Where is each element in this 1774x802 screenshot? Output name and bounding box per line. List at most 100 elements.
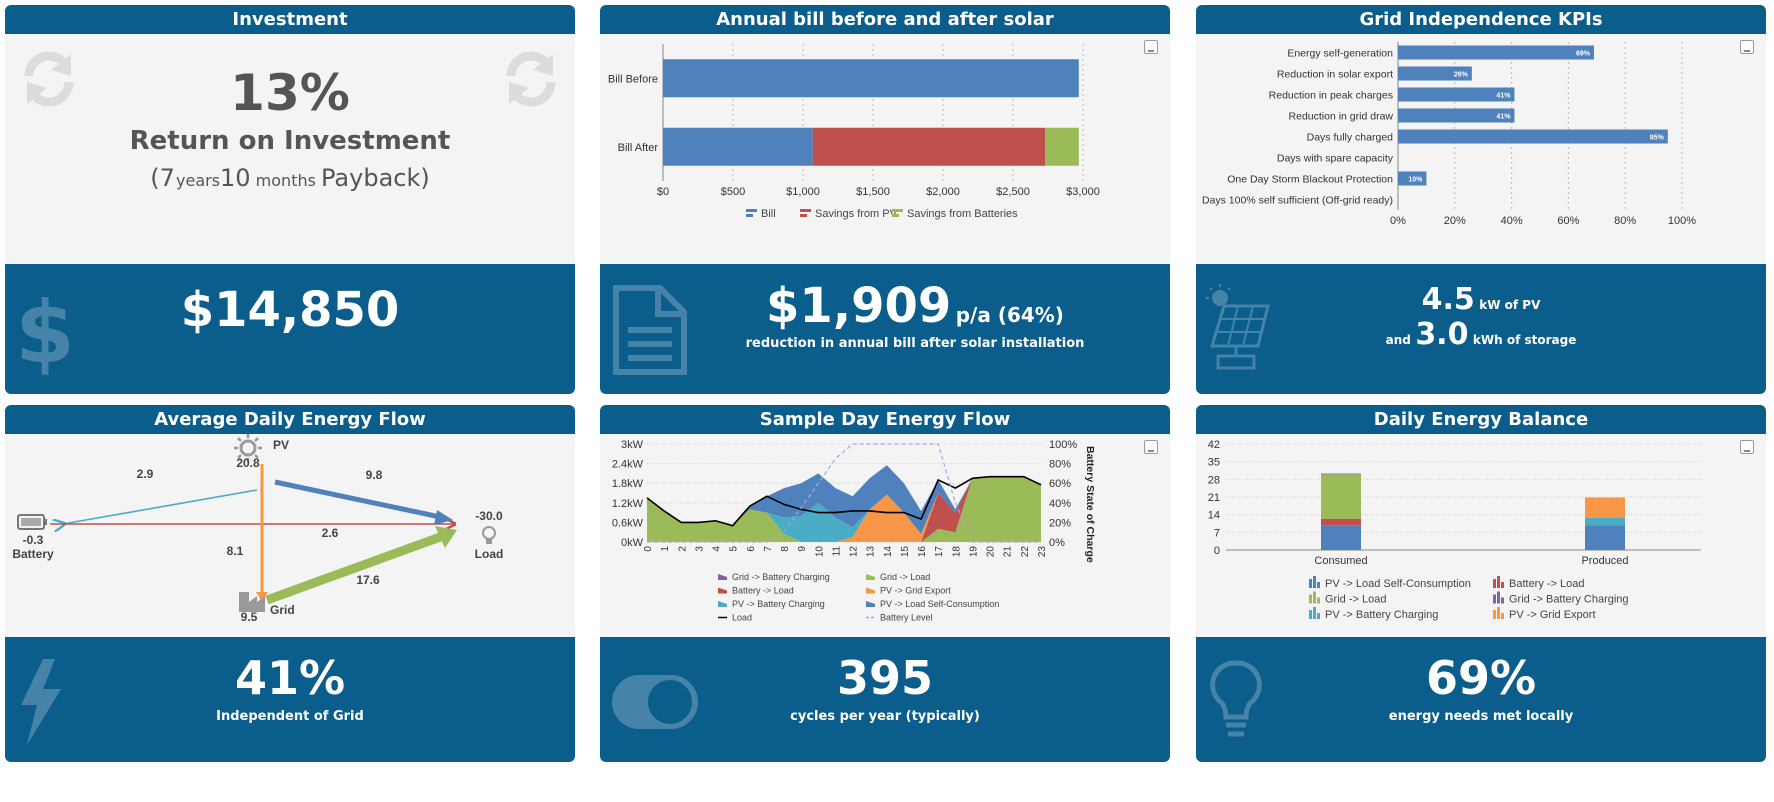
y-tick-label: 28 — [1208, 474, 1220, 486]
legend-swatch — [1497, 607, 1500, 619]
x-tick-label: 0 — [643, 546, 654, 552]
flow-panel: Average Daily Energy Flow — [5, 405, 575, 762]
kpi-body: 0% 20% 40% 60% 80% 100% Energy self-generation… — [1196, 34, 1766, 264]
legend-label[interactable]: PV -> Load Self-Consumption — [880, 599, 999, 609]
legend-swatch — [718, 601, 727, 607]
x-tick-label: 1 — [660, 546, 671, 552]
y-tick-label: 7 — [1214, 527, 1220, 539]
legend-label[interactable]: PV -> Battery Charging — [732, 599, 825, 609]
legend-swatch — [892, 214, 899, 217]
export-menu-icon[interactable] — [1740, 40, 1754, 54]
y-tick-label: 2.4kW — [612, 459, 644, 471]
y-tick-label: 1.2kW — [612, 498, 644, 510]
pv-to-grid-arrowhead — [256, 592, 268, 602]
pv-to-battery-arrow — [63, 489, 258, 524]
sun-icon — [234, 434, 262, 462]
legend-swatch — [1493, 610, 1496, 619]
export-menu-icon[interactable] — [1740, 440, 1754, 454]
flow-diagram: PV 20.8 -0.3 Battery -30.0 Load — [12, 434, 504, 624]
pv-value: 20.8 — [236, 456, 260, 470]
y-tick-label: 21 — [1208, 492, 1220, 504]
x-tick-label: 20% — [1444, 215, 1466, 227]
line-series — [646, 475, 1042, 527]
x-tick-label: 40% — [1501, 215, 1523, 227]
legend-label[interactable]: Load — [732, 613, 752, 623]
category-label: Reduction in grid draw — [1289, 111, 1394, 123]
balance-title: Daily Energy Balance — [1196, 405, 1766, 434]
category-label: One Day Storm Blackout Protection — [1227, 174, 1393, 186]
legend-swatch — [1493, 594, 1496, 604]
bar-value-label: 26% — [1454, 72, 1469, 79]
legend-swatch — [1501, 597, 1504, 604]
pv-size-line: 4.5 kW of PV — [1196, 264, 1766, 317]
pv-unit: kW of PV — [1479, 298, 1541, 312]
legend-label[interactable]: Grid -> Load — [1325, 594, 1386, 606]
investment-foot: $ $14,850 — [5, 264, 575, 394]
local-label: energy needs met locally — [1388, 709, 1574, 724]
category-label: Reduction in solar export — [1277, 69, 1393, 81]
payback-label: Payback) — [321, 164, 430, 192]
refresh-icon — [506, 51, 556, 107]
bar-value-label: 41% — [1496, 93, 1511, 100]
balance-chart: 0 7 14 21 28 35 42 Consumed Produced PV -> Load S… — [1208, 439, 1701, 621]
export-menu-icon[interactable] — [1144, 40, 1158, 54]
pv-to-load-value: 9.8 — [366, 468, 383, 482]
kpi-panel: Grid Independence KPIs 0% 20% 40% 60% 80% 100… — [1196, 5, 1766, 394]
bar-segment — [663, 127, 813, 166]
investment-panel: Investment 13% Return on Investment (7 y… — [5, 5, 575, 394]
legend-label[interactable]: Bill — [761, 208, 776, 220]
y2-tick-label: 100% — [1049, 439, 1077, 451]
solar-panel-icon — [1206, 284, 1270, 370]
x-tick-label: 18 — [951, 546, 962, 558]
x-tick-label: 60% — [1557, 215, 1579, 227]
legend-label[interactable]: Battery -> Load — [1509, 578, 1585, 590]
y-tick-label: 35 — [1208, 457, 1220, 469]
x-tick-label: 15 — [900, 546, 911, 558]
legend-label[interactable]: Battery -> Load — [732, 586, 794, 596]
legend-label[interactable]: PV -> Battery Charging — [1325, 609, 1438, 621]
y-tick-label: 0kW — [621, 537, 644, 549]
legend-label[interactable]: PV -> Grid Export — [880, 586, 951, 596]
grid-label: Grid — [270, 603, 295, 617]
legend-swatch — [1309, 610, 1312, 619]
x-tick-label: 21 — [1003, 546, 1014, 558]
grid-to-load-value: 17.6 — [356, 573, 380, 587]
legend-swatch — [800, 209, 811, 212]
bar-segment — [1585, 517, 1625, 526]
kpi-bar — [1398, 108, 1515, 123]
x-tick-label: Produced — [1581, 555, 1628, 567]
load-value: -30.0 — [475, 509, 503, 523]
load-label: Load — [475, 547, 504, 561]
legend-label[interactable]: Grid -> Load — [880, 572, 930, 582]
bill-panel: Annual bill before and after solar $0 $50… — [600, 5, 1170, 394]
line-series — [647, 443, 1041, 543]
legend-label[interactable]: Grid -> Battery Charging — [1509, 594, 1629, 606]
legend-label[interactable]: Savings from PV — [815, 208, 898, 220]
bill-body: $0 $500 $1,000 $1,500 $2,000 $2,500 $3,000 Bill… — [600, 34, 1170, 264]
legend-label[interactable]: Savings from Batteries — [907, 208, 1018, 220]
x-tick-label: Consumed — [1314, 555, 1367, 567]
balance-body: 0 7 14 21 28 35 42 Consumed Produced PV -> Load S… — [1196, 434, 1766, 637]
legend-label[interactable]: PV -> Load Self-Consumption — [1325, 578, 1471, 590]
legend-label[interactable]: Battery Level — [880, 613, 933, 623]
legend-label[interactable]: Grid -> Battery Charging — [732, 572, 830, 582]
legend-swatch — [1497, 576, 1500, 588]
legend-label[interactable]: PV -> Grid Export — [1509, 609, 1596, 621]
export-menu-icon[interactable] — [1144, 440, 1158, 454]
investment-body: 13% Return on Investment (7 years10 mont… — [5, 34, 575, 264]
legend-swatch — [1501, 613, 1504, 619]
legend-swatch — [1313, 576, 1316, 588]
x-tick-label: 12 — [849, 546, 860, 558]
x-tick-label: $2,000 — [926, 186, 960, 198]
kpi-bar — [1398, 66, 1472, 81]
legend-swatch — [1309, 579, 1312, 588]
legend-swatch — [746, 214, 753, 217]
payback-years-unit: years — [176, 171, 221, 190]
sample-day-title: Sample Day Energy Flow — [600, 405, 1170, 434]
bar-segment — [1321, 525, 1361, 550]
legend-swatch — [1493, 579, 1496, 588]
area-series — [647, 465, 1041, 534]
pv-to-battery-value: 2.9 — [137, 467, 154, 481]
bill-amount: $1,909 — [766, 278, 952, 334]
